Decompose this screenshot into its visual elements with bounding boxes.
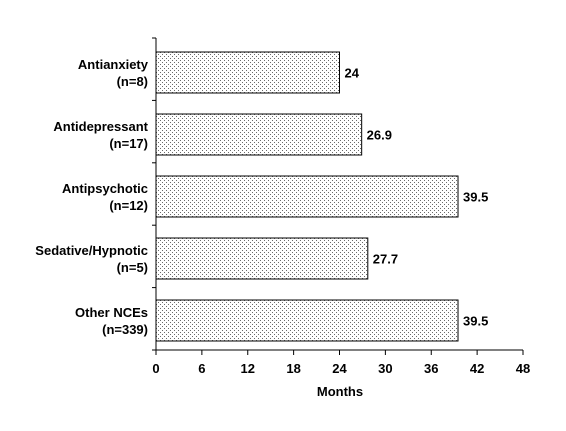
- category-label: (n=5): [117, 260, 148, 275]
- x-tick-label: 12: [241, 361, 255, 376]
- category-label: (n=12): [109, 198, 148, 213]
- bar: [155, 299, 459, 342]
- bar: [155, 51, 340, 94]
- bar: [155, 175, 459, 218]
- bar: [155, 113, 363, 156]
- x-tick-label: 18: [286, 361, 300, 376]
- category-label: Other NCEs: [75, 305, 148, 320]
- bar-value-label: 39.5: [463, 190, 488, 205]
- category-label: Antidepressant: [53, 119, 148, 134]
- category-label: (n=339): [102, 322, 148, 337]
- category-label: Antianxiety: [78, 57, 149, 72]
- x-tick-label: 24: [332, 361, 347, 376]
- x-tick-label: 42: [470, 361, 484, 376]
- x-tick-label: 6: [198, 361, 205, 376]
- x-tick-label: 30: [378, 361, 392, 376]
- x-axis-title: Months: [317, 384, 363, 399]
- x-tick-label: 36: [424, 361, 438, 376]
- bar-value-label: 27.7: [373, 252, 398, 267]
- bars: [155, 51, 459, 342]
- category-label: (n=8): [117, 74, 148, 89]
- bar-value-label: 24: [345, 66, 360, 81]
- category-label: (n=17): [109, 136, 148, 151]
- x-tick-label: 48: [516, 361, 530, 376]
- category-label: Antipsychotic: [62, 181, 148, 196]
- category-label: Sedative/Hypnotic: [35, 243, 148, 258]
- bar-value-label: 26.9: [367, 128, 392, 143]
- x-tick-label: 0: [152, 361, 159, 376]
- bar: [155, 237, 369, 280]
- labels: 0 6 12 18 24 30 36 42 48 24 Antianxiety (n=8) 26.9 An…: [35, 57, 530, 376]
- bar-value-label: 39.5: [463, 314, 488, 329]
